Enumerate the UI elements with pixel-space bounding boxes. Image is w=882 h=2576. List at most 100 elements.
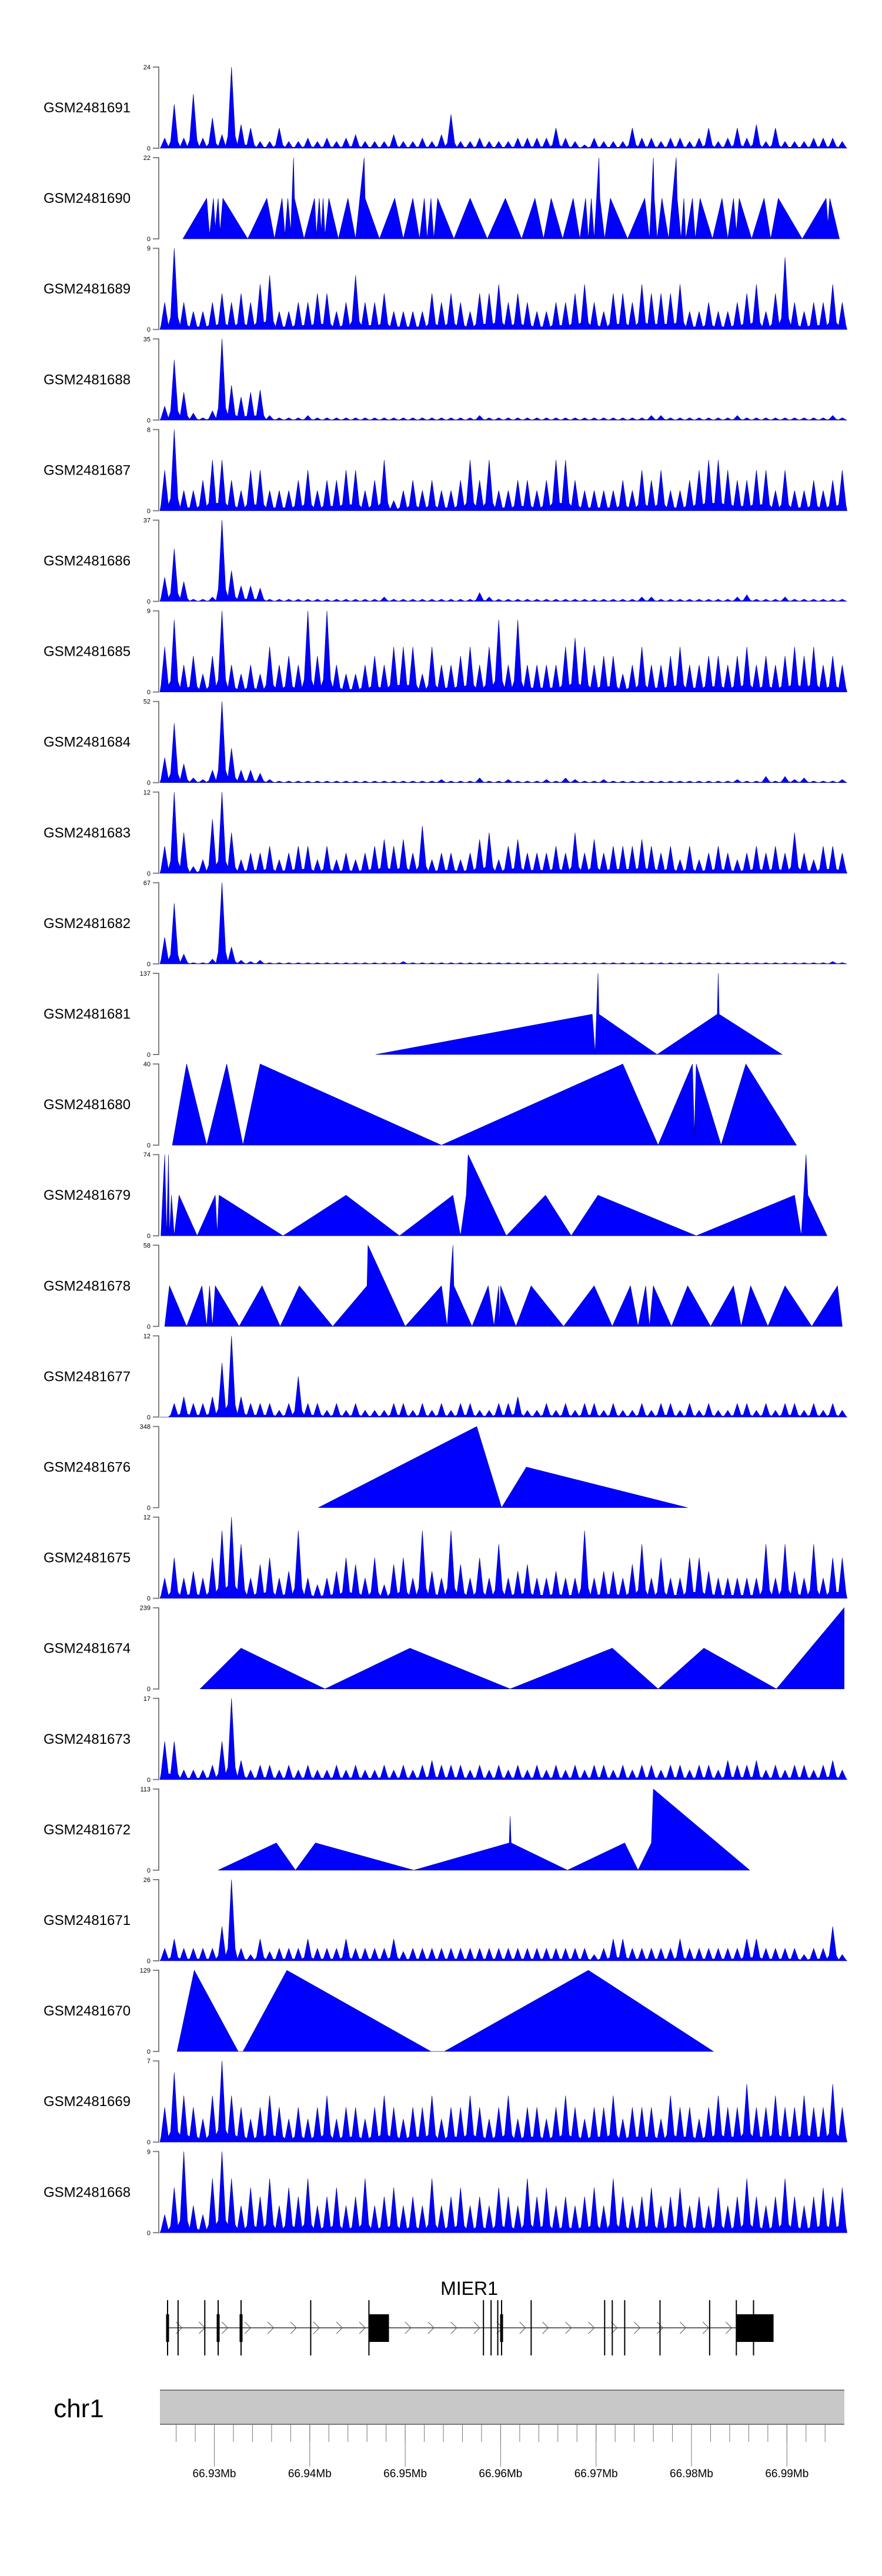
chromosome-axis-track: chr1 66.93Mb 66.94Mb 66.95Mb 66.96Mb 66.97Mb… xyxy=(54,2390,844,2480)
y-axis-max-label: 52 xyxy=(143,699,151,706)
y-axis-zero-label: 0 xyxy=(147,1233,151,1240)
y-axis-zero-label: 0 xyxy=(147,1686,151,1693)
coverage-area xyxy=(159,701,847,783)
y-axis-zero-label: 0 xyxy=(147,599,151,606)
track-GSM2481679: GSM2481679 74 0 xyxy=(44,1152,827,1240)
y-axis xyxy=(153,248,159,331)
track-GSM2481677: GSM2481677 12 0 xyxy=(44,1333,848,1421)
coverage-area xyxy=(159,66,848,149)
y-axis-zero-label: 0 xyxy=(147,2139,151,2146)
track-label: GSM2481682 xyxy=(44,916,131,932)
data-tracks: GSM2481691240GSM2481690220GSM248168990GS… xyxy=(44,64,848,2237)
y-axis xyxy=(153,519,159,602)
coding-exon-block xyxy=(736,2314,774,2342)
track-label: GSM2481674 xyxy=(44,1641,131,1657)
coverage-area xyxy=(159,429,847,511)
strand-arrow-icon xyxy=(290,2321,297,2334)
y-axis-max-label: 12 xyxy=(143,1333,151,1340)
track-GSM2481670: GSM2481670 129 0 xyxy=(44,1967,714,2056)
y-axis-zero-label: 0 xyxy=(147,417,151,424)
y-axis xyxy=(153,1516,159,1599)
tick-label: 66.95Mb xyxy=(383,2468,427,2480)
y-axis-zero-label: 0 xyxy=(147,1777,151,1784)
coverage-area xyxy=(318,1426,688,1509)
track-label: GSM2481678 xyxy=(44,1278,131,1294)
track-label: GSM2481677 xyxy=(44,1369,131,1384)
y-axis xyxy=(153,66,159,149)
y-axis-zero-label: 0 xyxy=(147,1414,151,1421)
y-axis-zero-label: 0 xyxy=(147,1867,151,1874)
y-axis xyxy=(153,973,159,1055)
track-label: GSM2481676 xyxy=(44,1460,131,1476)
strand-arrow-icon xyxy=(405,2321,412,2334)
track-GSM2481685: GSM2481685 9 0 xyxy=(44,608,847,696)
y-axis-max-label: 239 xyxy=(140,1605,151,1612)
y-axis-max-label: 7 xyxy=(147,2058,151,2065)
coverage-area xyxy=(161,1154,827,1236)
track-GSM2481683: GSM2481683 12 0 xyxy=(44,789,848,877)
tick-label: 66.99Mb xyxy=(765,2468,808,2480)
y-axis-max-label: 129 xyxy=(140,1967,151,1974)
track-GSM2481684: GSM2481684 52 0 xyxy=(44,699,847,787)
y-axis xyxy=(153,1879,159,1961)
track-GSM2481691: GSM2481691 24 0 xyxy=(44,64,848,152)
track-GSM2481678: GSM2481678 58 0 xyxy=(44,1242,843,1330)
coverage-area xyxy=(164,1245,843,1327)
coding-exon xyxy=(216,2314,220,2342)
track-label: GSM2481687 xyxy=(44,462,131,478)
tick-label: 66.97Mb xyxy=(574,2468,618,2480)
y-axis-zero-label: 0 xyxy=(147,1958,151,1965)
coverage-area xyxy=(375,973,783,1055)
y-axis-max-label: 24 xyxy=(143,64,151,71)
tick-label: 66.93Mb xyxy=(193,2468,236,2480)
track-GSM2481680: GSM2481680 40 0 xyxy=(44,1061,797,1149)
strand-arrow-icon xyxy=(634,2321,641,2334)
coverage-area xyxy=(176,1970,714,2052)
track-GSM2481672: GSM2481672 113 0 xyxy=(44,1786,750,1874)
track-label: GSM2481684 xyxy=(44,735,131,750)
track-GSM2481686: GSM2481686 37 0 xyxy=(44,518,847,606)
track-label: GSM2481670 xyxy=(44,2003,131,2019)
coverage-area xyxy=(159,610,847,692)
coverage-area xyxy=(159,792,848,874)
strand-arrow-icon xyxy=(680,2321,687,2334)
strand-arrow-icon xyxy=(588,2321,595,2334)
coverage-area xyxy=(159,339,847,421)
y-axis xyxy=(153,1154,159,1237)
strand-arrow-icon xyxy=(703,2321,710,2334)
y-axis xyxy=(153,1970,159,2053)
track-label: GSM2481681 xyxy=(44,1006,131,1022)
track-GSM2481668: GSM2481668 9 0 xyxy=(44,2148,847,2237)
y-axis-max-label: 113 xyxy=(140,1786,151,1793)
chromosome-band xyxy=(160,2390,844,2424)
y-axis-max-label: 26 xyxy=(143,1877,151,1884)
tick-label: 66.96Mb xyxy=(479,2468,522,2480)
y-axis-max-label: 17 xyxy=(143,1696,151,1703)
track-label: GSM2481691 xyxy=(44,100,131,116)
track-GSM2481669: GSM2481669 7 0 xyxy=(44,2058,847,2146)
y-axis-zero-label: 0 xyxy=(147,1142,151,1149)
strand-arrow-icon xyxy=(473,2321,480,2334)
y-axis-max-label: 67 xyxy=(143,880,151,887)
strand-arrow-icon xyxy=(359,2321,366,2334)
track-label: GSM2481688 xyxy=(44,372,131,388)
track-label: GSM2481680 xyxy=(44,1097,131,1113)
track-label: GSM2481683 xyxy=(44,825,131,841)
strand-arrow-icon xyxy=(244,2321,252,2334)
coverage-area xyxy=(218,1788,750,1871)
strand-arrow-icon xyxy=(313,2321,320,2334)
track-label: GSM2481686 xyxy=(44,553,131,569)
y-axis xyxy=(153,610,159,693)
strand-arrow-icon xyxy=(222,2321,229,2334)
y-axis-zero-label: 0 xyxy=(147,2048,151,2056)
strand-arrow-icon xyxy=(519,2321,526,2334)
coding-exon xyxy=(239,2314,243,2342)
coverage-area xyxy=(159,1698,848,1780)
y-axis-max-label: 22 xyxy=(143,155,151,162)
y-axis xyxy=(153,2151,159,2234)
coverage-area xyxy=(160,1336,848,1417)
y-axis xyxy=(153,1426,159,1509)
y-axis xyxy=(153,157,159,240)
track-GSM2481681: GSM2481681 137 0 xyxy=(44,970,783,1059)
y-axis xyxy=(153,1063,159,1146)
